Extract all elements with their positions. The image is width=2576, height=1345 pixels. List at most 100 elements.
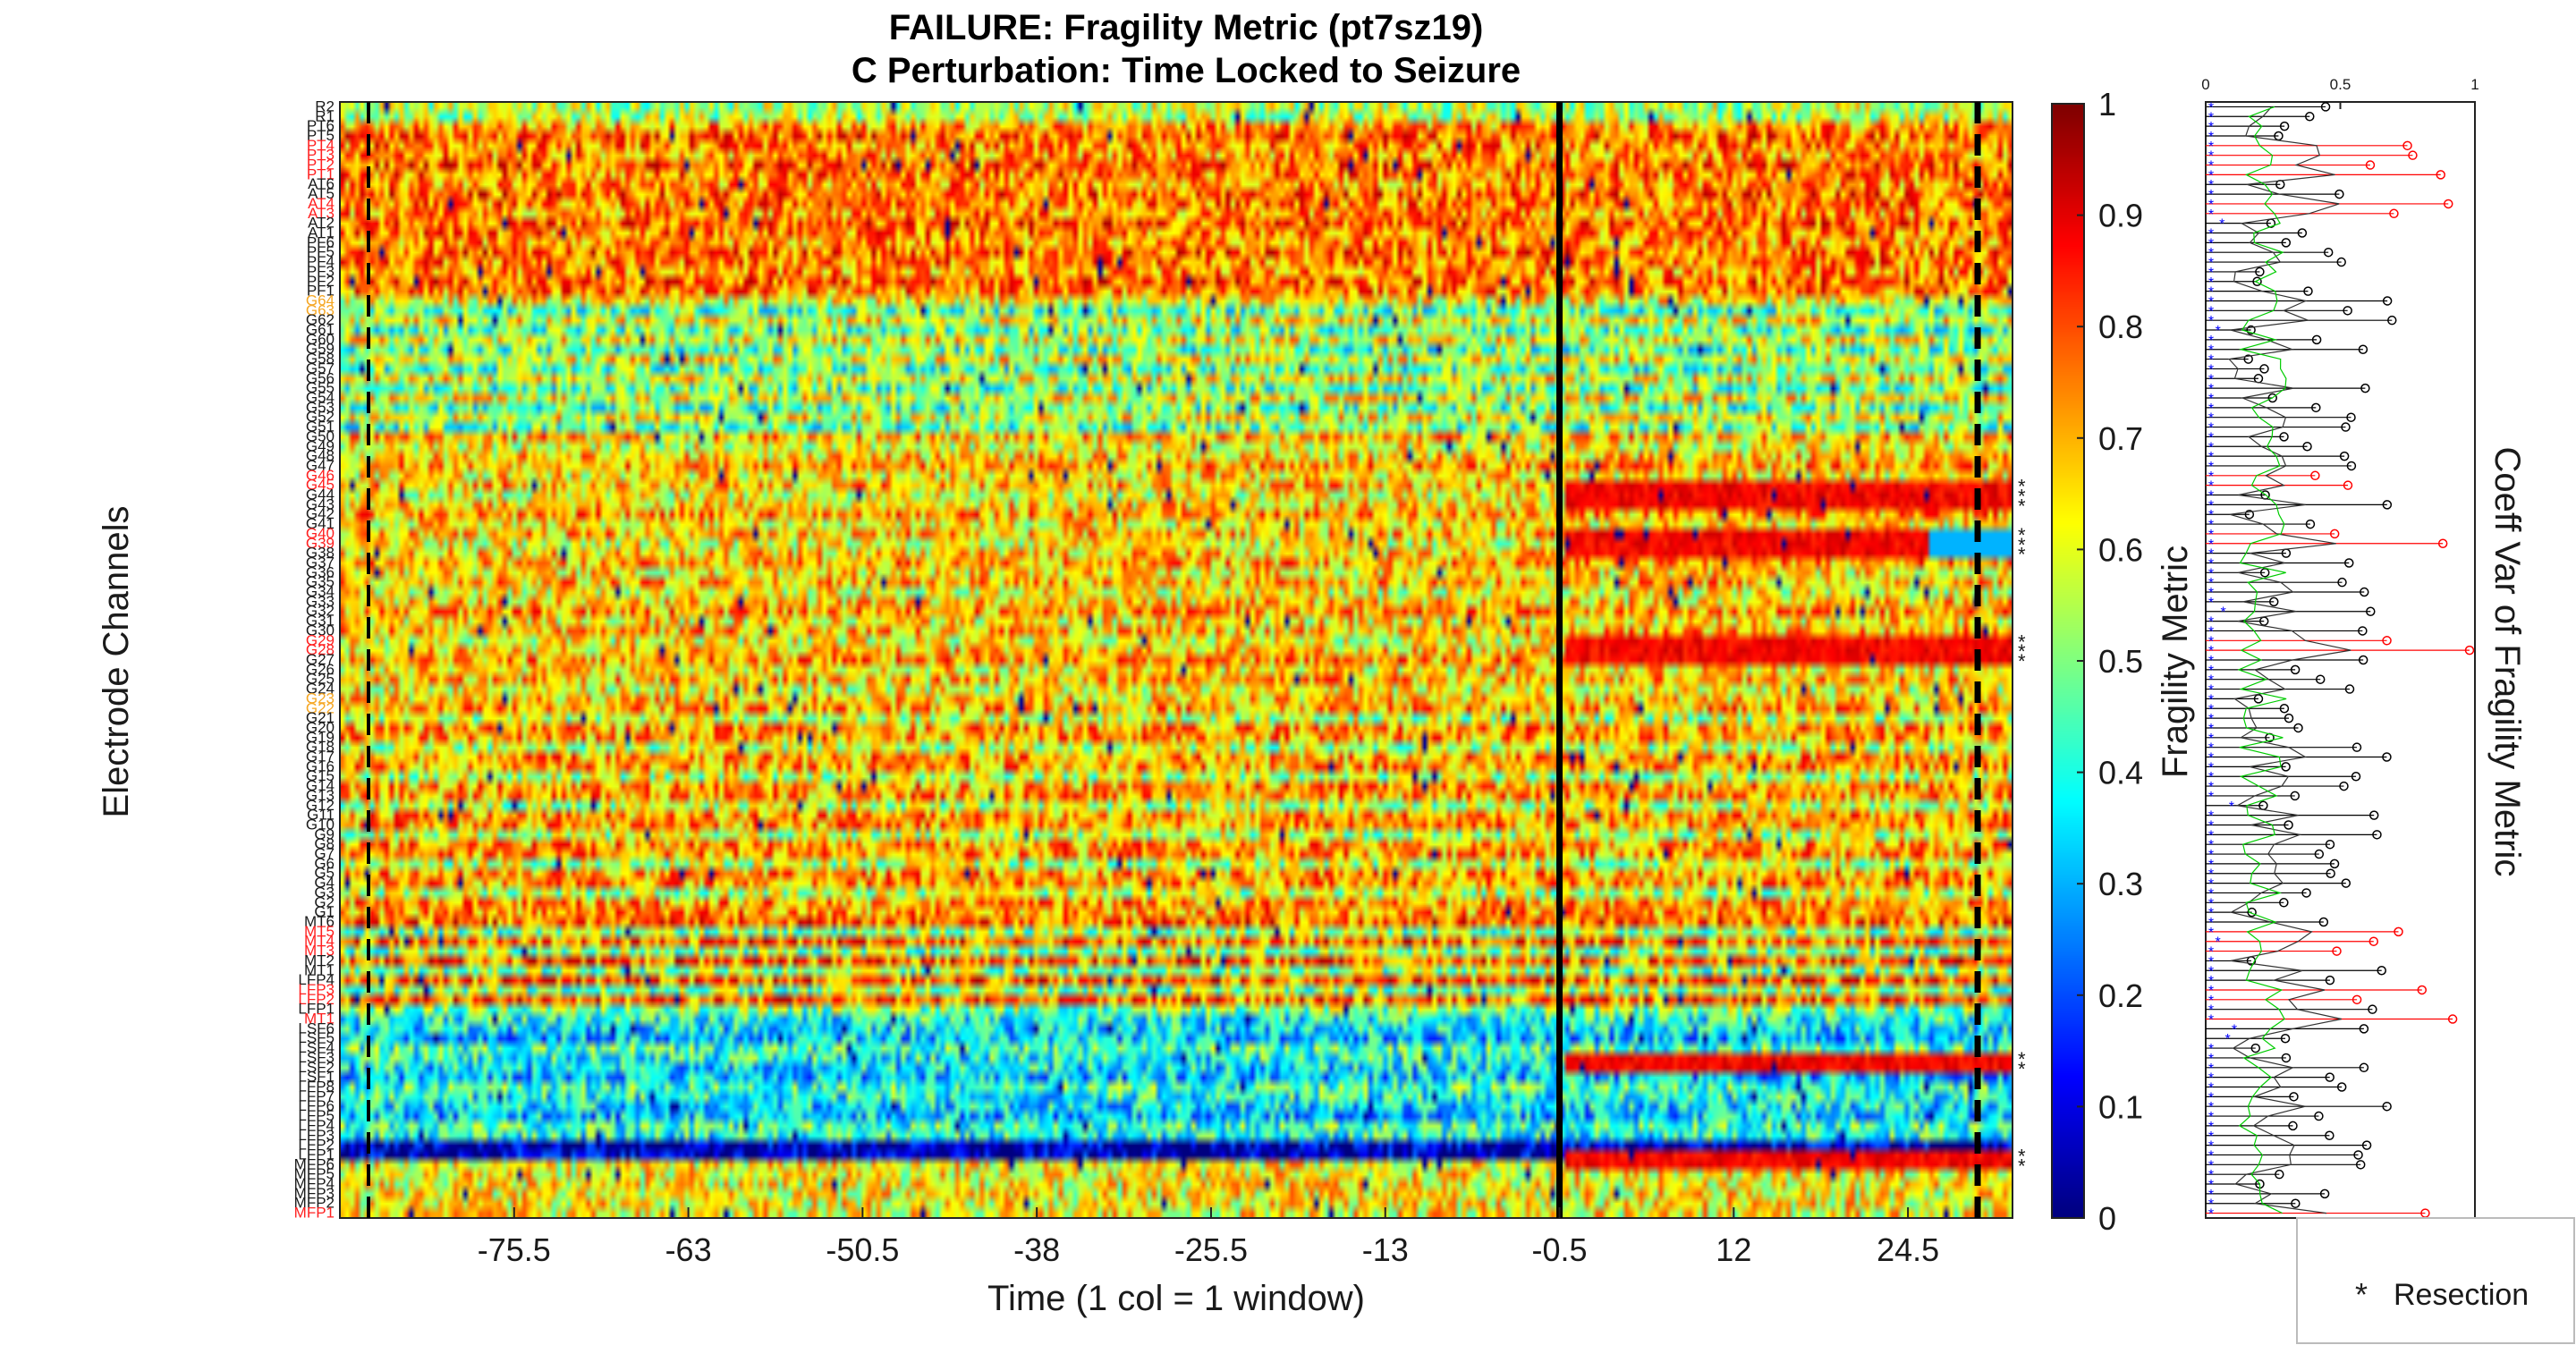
mean-marker: * <box>2208 304 2214 319</box>
coeff-var-point <box>2267 393 2277 403</box>
x-axis-label: Time (1 col = 1 window) <box>987 1279 1365 1318</box>
coeff-var-point <box>2358 344 2368 354</box>
channel-label: G29 <box>306 631 335 648</box>
channel-label: G52 <box>306 409 335 426</box>
coeff-var-point <box>2305 112 2315 122</box>
channel-label: AT6 <box>308 175 335 192</box>
coeff-var-point <box>2336 1082 2347 1092</box>
mean-marker: * <box>2208 634 2214 649</box>
mean-marker: * <box>2208 285 2214 300</box>
coeff-var-point <box>2318 917 2329 927</box>
channel-label: G6 <box>314 855 335 872</box>
channel-label: LFP6 <box>298 1097 335 1114</box>
channel-label: PT5 <box>307 127 335 144</box>
chart-title: FAILURE: Fragility Metric (pt7sz19) <box>889 8 1484 47</box>
coeff-var-point <box>2387 315 2397 326</box>
channel-label: G26 <box>306 661 335 678</box>
coeff-var-point <box>2365 160 2376 170</box>
channel-label: G38 <box>306 545 335 562</box>
mean-marker: * <box>2208 732 2214 747</box>
mean-marker: * <box>2208 1052 2214 1067</box>
heatmap-frame <box>339 101 2013 1219</box>
mean-marker: * <box>2208 556 2214 571</box>
legend: * Resection <box>2296 1217 2575 1344</box>
mean-marker: * <box>2208 508 2214 523</box>
coeff-var-point <box>2358 655 2368 665</box>
coeff-var-point <box>2351 994 2362 1005</box>
mean-marker: * <box>2208 615 2214 630</box>
variance-line <box>2237 106 2287 1214</box>
x-tick-label: -13 <box>1362 1231 1409 1268</box>
coeff-var-point <box>2382 636 2392 646</box>
mean-marker: * <box>2208 440 2214 455</box>
resection-star: * <box>2018 524 2026 546</box>
mean-marker: * <box>2208 877 2214 892</box>
channel-label: G18 <box>306 739 335 756</box>
channel-label: G37 <box>306 554 335 571</box>
coeff-var-point <box>2339 781 2349 791</box>
coeff-var-point <box>2417 985 2428 995</box>
channel-label: AT5 <box>308 185 335 202</box>
resection-star: * <box>2018 1145 2026 1167</box>
colorbar-tick-label: 0.3 <box>2098 866 2143 902</box>
coeff-var-point <box>2329 859 2340 869</box>
colorbar-tick-label: 0.8 <box>2098 309 2143 345</box>
mean-marker: * <box>2208 702 2214 717</box>
mean-marker: * <box>2208 838 2214 853</box>
channel-label: G60 <box>306 331 335 348</box>
channel-label: R2 <box>315 97 335 114</box>
mean-marker: * <box>2208 246 2214 261</box>
coeff-var-point <box>2315 674 2326 684</box>
coeff-var-point <box>2252 276 2262 287</box>
coeff-var-point <box>2281 762 2291 772</box>
x-tick-label: 24.5 <box>1877 1231 1939 1268</box>
coeff-var-point <box>2246 325 2256 335</box>
coeff-var-point <box>2290 664 2301 675</box>
colorbar-ticks: 0 0.1 0.2 0.3 0.4 0.5 0.6 0.7 0.8 0.9 1 <box>2077 86 2143 1237</box>
channel-label: PT1 <box>307 165 335 182</box>
channel-label: G15 <box>306 767 335 784</box>
channel-label: MFP3 <box>294 1185 335 1202</box>
coeff-var-point <box>2259 364 2269 374</box>
coeff-var-point <box>2377 966 2386 976</box>
mean-marker: * <box>2208 760 2214 775</box>
mean-marker: * <box>2208 867 2214 883</box>
colorbar-tick-label: 0.2 <box>2098 977 2143 1014</box>
mean-marker: * <box>2208 858 2214 873</box>
coeff-var-point <box>2344 684 2355 694</box>
channel-label: AT2 <box>308 215 335 232</box>
mean-marker: * <box>2208 683 2214 698</box>
channel-label: LSF2 <box>298 1059 335 1076</box>
mean-marker: * <box>2208 692 2214 707</box>
mean-marker: * <box>2208 809 2214 825</box>
channel-label: PF3 <box>307 263 335 280</box>
coeff-var-panel: ****************************************… <box>2201 76 2479 1222</box>
coeff-var-point <box>2334 189 2344 199</box>
channel-label: G61 <box>306 321 335 338</box>
channel-label: G57 <box>306 360 335 376</box>
channel-label: LSF3 <box>298 1049 335 1066</box>
mean-marker: * <box>2208 275 2214 291</box>
channel-label: MFP6 <box>294 1155 335 1172</box>
coeff-var-point <box>2311 402 2321 413</box>
x-tick-label: -63 <box>665 1231 712 1268</box>
mean-marker: * <box>2208 460 2214 475</box>
coeff-var-point <box>2291 1198 2301 1208</box>
mean-marker: * <box>2208 1013 2214 1028</box>
channel-label: LFP2 <box>298 991 335 1008</box>
mean-marker: * <box>2208 256 2214 271</box>
coeff-var-point <box>2305 519 2316 529</box>
channel-label: LSF5 <box>298 1029 335 1046</box>
x-tick-label: -0.5 <box>1532 1231 1588 1268</box>
mean-marker: * <box>2208 110 2214 125</box>
mean-marker: * <box>2208 1100 2214 1115</box>
coeff-var-point <box>2358 626 2368 636</box>
resection-star: * <box>2018 1058 2026 1080</box>
coeff-var-point <box>2372 830 2382 840</box>
channel-label: R1 <box>315 107 335 124</box>
coeff-var-point <box>2275 1169 2284 1180</box>
coeff-var-label: Coeff Var of Fragility Metric <box>2487 447 2527 877</box>
mean-marker: * <box>2208 1168 2214 1183</box>
coeff-var-point <box>2279 121 2290 131</box>
mean-marker: * <box>2208 1110 2214 1125</box>
